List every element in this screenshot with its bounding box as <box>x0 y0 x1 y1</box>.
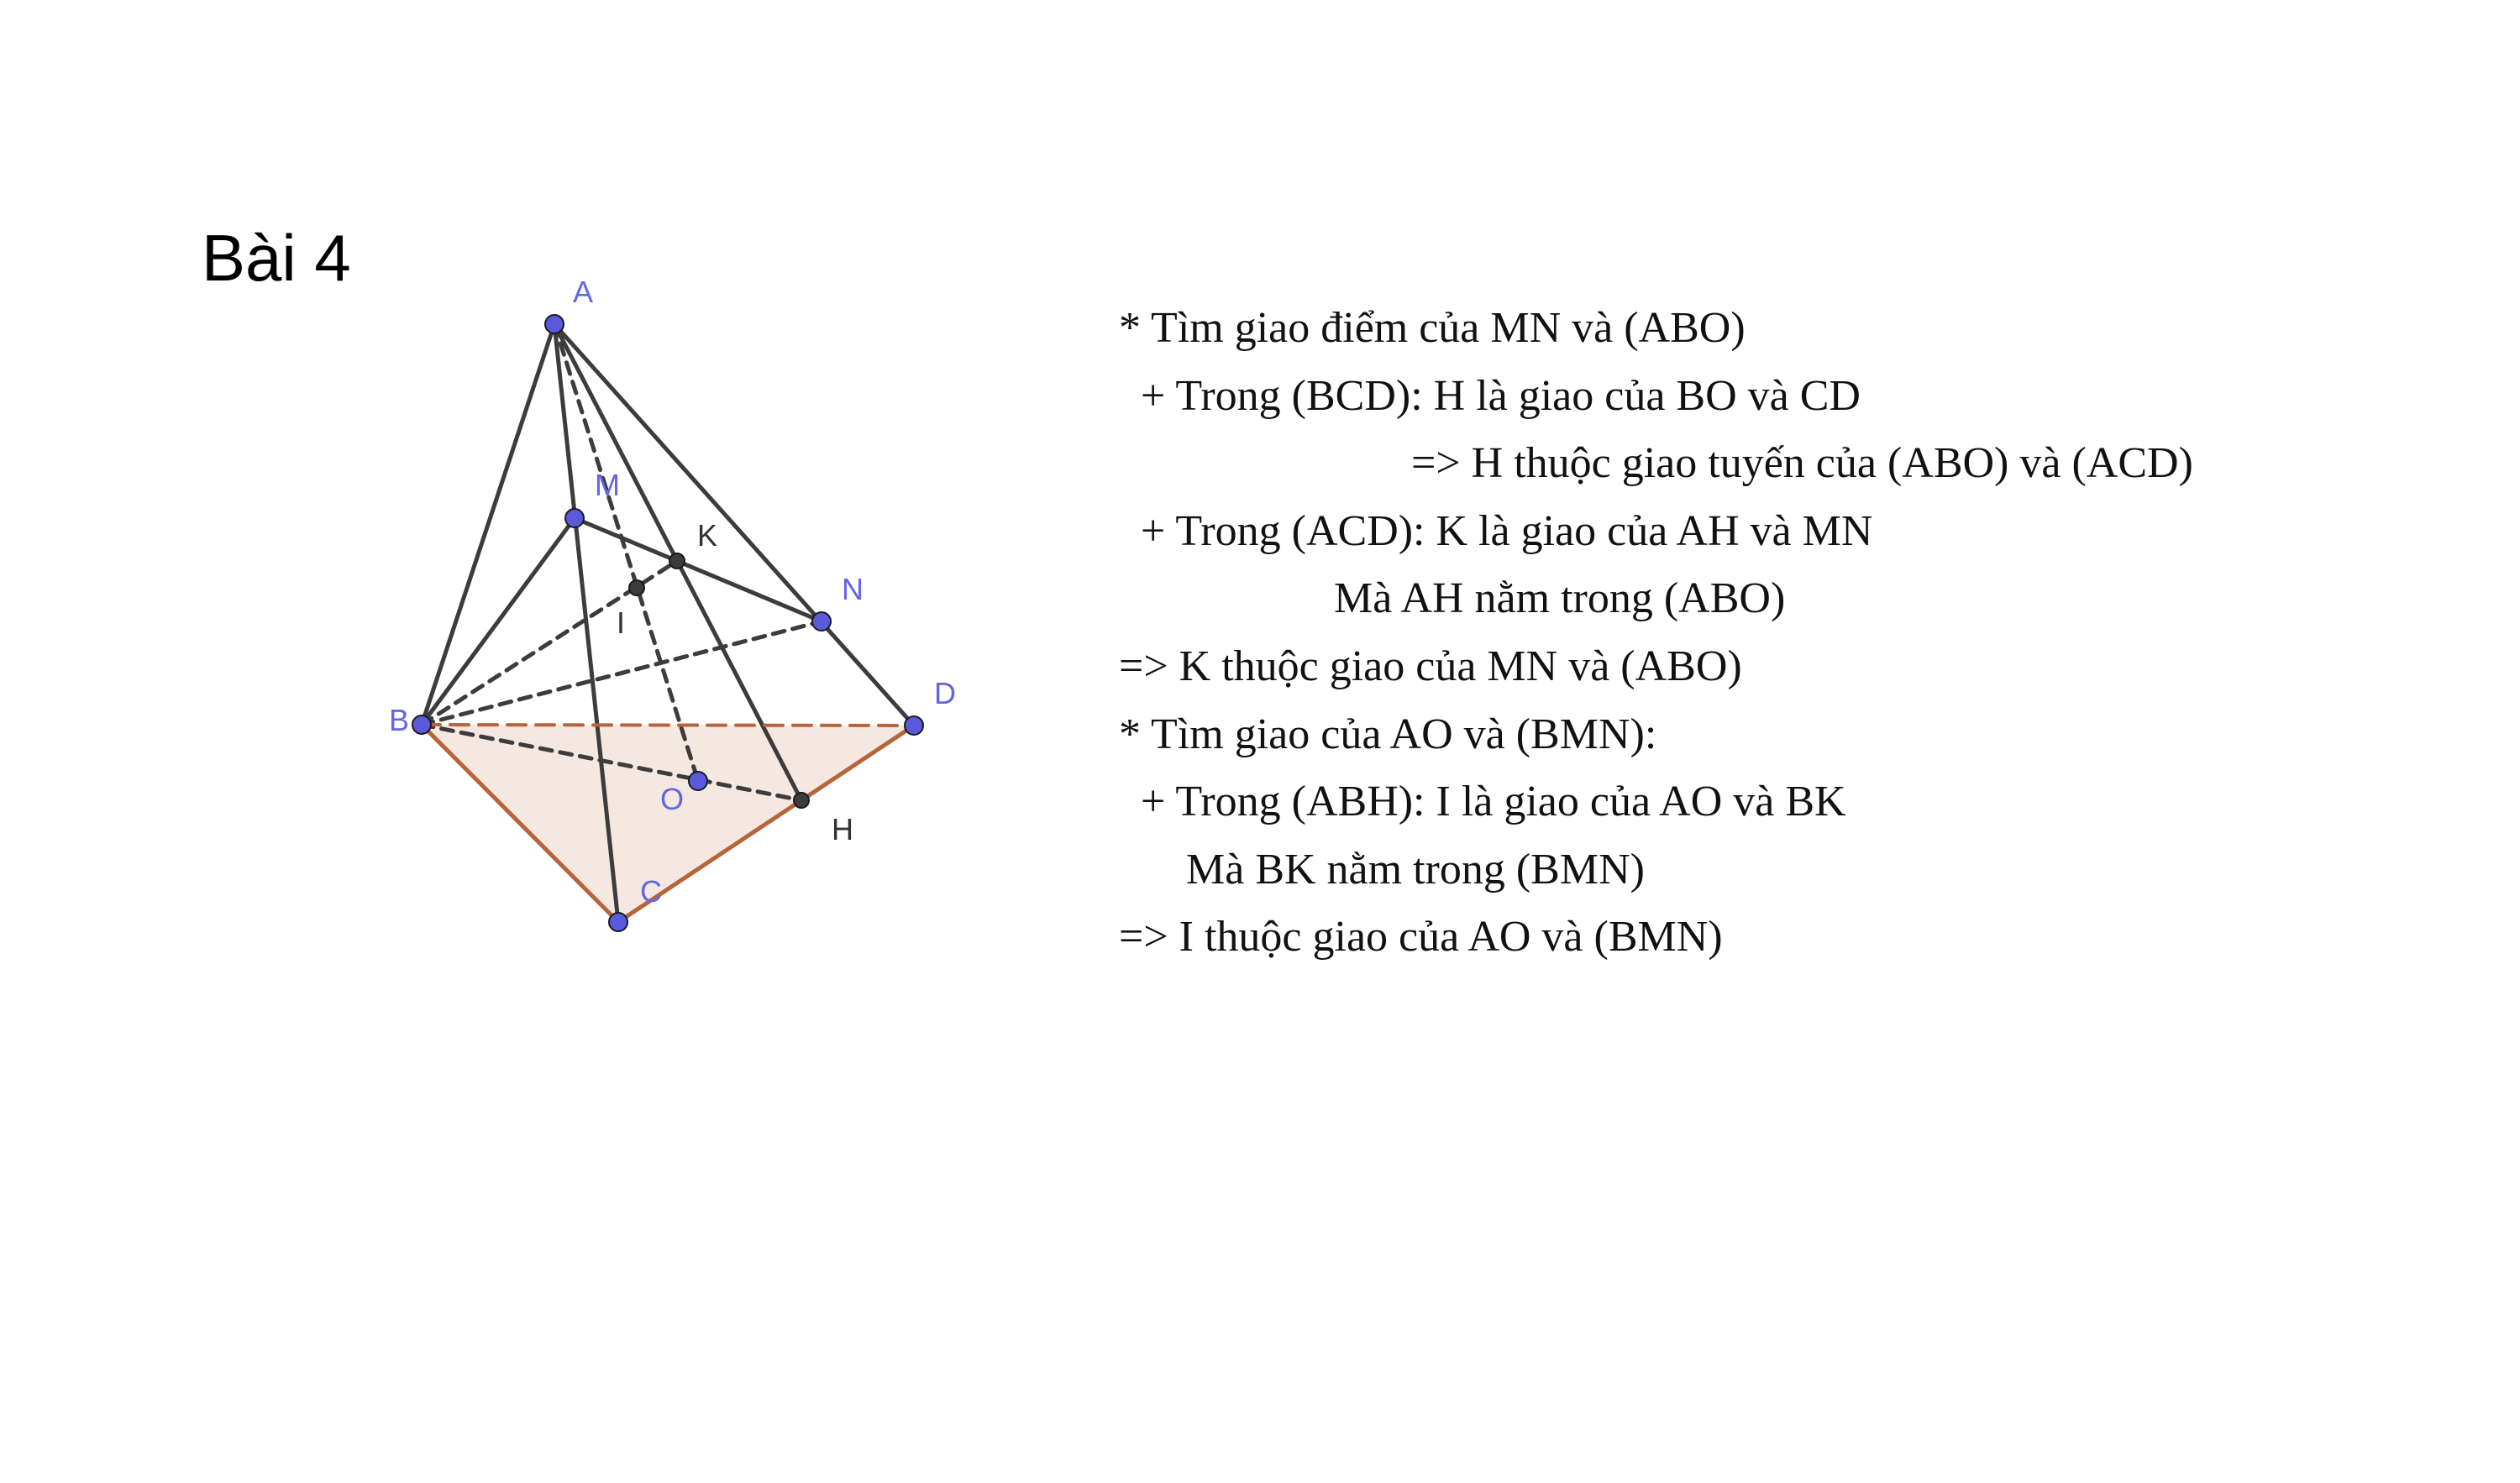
point-label-k: K <box>697 518 717 553</box>
segment-bn <box>419 619 824 727</box>
solution-line-4: + Trong (ACD): K là giao của AH và MN <box>1141 507 1873 555</box>
solution-line-5: Mà AH nằm trong (ABO) <box>1334 574 1786 622</box>
solution-line-2: + Trong (BCD): H là giao của BO và CD <box>1141 372 1861 420</box>
segment-ao <box>552 322 701 783</box>
solution-line-9: Mà BK nằm trong (BMN) <box>1186 846 1645 893</box>
segment-bc <box>419 722 621 925</box>
segment-cd <box>616 723 916 925</box>
segment-bh <box>419 722 804 803</box>
segment-bd <box>420 723 916 727</box>
point-o <box>688 771 708 791</box>
segment-ad <box>552 322 916 728</box>
solution-line-7: * Tìm giao của AO và (BMN): <box>1119 710 1657 758</box>
point-a <box>544 314 564 334</box>
base-face-bcd <box>422 725 914 922</box>
point-c <box>608 912 628 932</box>
point-label-a: A <box>573 275 593 309</box>
point-label-d: D <box>934 676 956 710</box>
solution-line-8: + Trong (ABH): I là giao của AO và BK <box>1141 778 1846 825</box>
point-n <box>811 611 832 631</box>
solution-line-10: => I thuộc giao của AO và (BMN) <box>1119 913 1723 961</box>
point-b <box>412 715 432 735</box>
point-label-i: I <box>617 605 625 640</box>
solution-line-3: => H thuộc giao tuyến của (ABO) và (ACD) <box>1411 439 2193 487</box>
segment-ab <box>419 322 557 727</box>
point-d <box>904 715 924 736</box>
point-i <box>628 579 645 596</box>
point-label-n: N <box>842 572 864 606</box>
segment-mn <box>572 516 824 624</box>
solution-line-6: => K thuộc giao của MN và (ABO) <box>1119 642 1742 690</box>
solution-line-1: * Tìm giao điểm của MN và (ABO) <box>1119 304 1746 352</box>
segment-bm <box>419 516 577 727</box>
point-label-c: C <box>640 874 662 909</box>
point-k <box>669 553 685 569</box>
exercise-title: Bài 4 <box>202 221 351 295</box>
point-m <box>564 508 585 528</box>
point-label-b: B <box>389 703 409 737</box>
point-label-m: M <box>595 468 620 502</box>
point-h <box>793 792 810 809</box>
point-label-h: H <box>832 812 853 846</box>
segment-ac <box>552 322 621 925</box>
point-label-o: O <box>660 782 684 816</box>
